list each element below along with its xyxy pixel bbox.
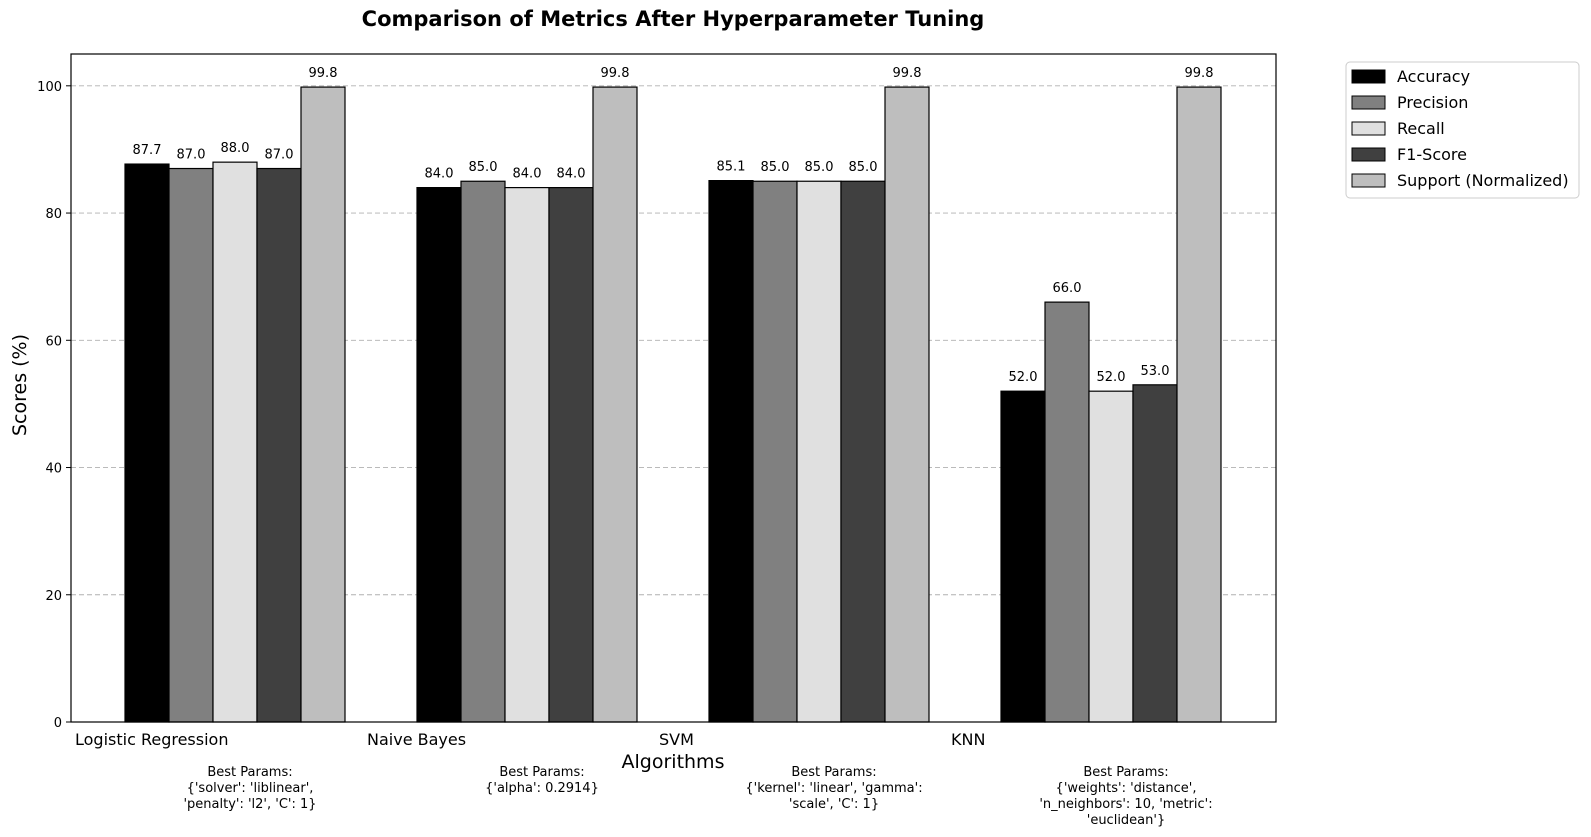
legend-box bbox=[1345, 61, 1580, 199]
data-label: 99.8 bbox=[601, 66, 630, 81]
bar-support-normalized-0 bbox=[300, 86, 346, 723]
legend-swatch bbox=[1351, 95, 1386, 110]
best-params-line: {'solver': 'liblinear', bbox=[187, 781, 314, 796]
bar-precision-2 bbox=[752, 180, 798, 723]
bar-f1-score-1 bbox=[548, 187, 594, 723]
best-params-line: 'euclidean'} bbox=[1087, 813, 1165, 828]
x-tick-label: KNN bbox=[951, 730, 985, 749]
bar-recall-1 bbox=[504, 187, 550, 723]
data-label: 85.0 bbox=[761, 160, 790, 175]
bar-support-normalized-2 bbox=[884, 86, 930, 723]
bar-support-normalized-3 bbox=[1176, 86, 1222, 723]
data-label: 66.0 bbox=[1053, 281, 1082, 296]
chart-title: Comparison of Metrics After Hyperparamet… bbox=[362, 7, 985, 31]
bar-support-normalized-1 bbox=[592, 86, 638, 723]
bar-accuracy-3 bbox=[1000, 390, 1046, 723]
legend: Accuracy Precision Recall F1-Score Support (… bbox=[1345, 61, 1580, 199]
y-tick-label: 20 bbox=[45, 589, 62, 604]
x-tick-label: Naive Bayes bbox=[367, 730, 466, 749]
bar-precision-0 bbox=[168, 167, 214, 723]
bar-accuracy-1 bbox=[416, 187, 462, 723]
y-tick-label: 40 bbox=[45, 462, 62, 477]
legend-swatch bbox=[1351, 147, 1386, 162]
best-params-annotations: Best Params:{'solver': 'liblinear','pena… bbox=[183, 765, 1212, 828]
data-label: 85.0 bbox=[805, 160, 834, 175]
x-tick-label: SVM bbox=[659, 730, 694, 749]
legend-entry: Precision bbox=[1397, 93, 1468, 112]
best-params-line: Best Params: bbox=[207, 765, 292, 780]
legend-swatch bbox=[1351, 173, 1386, 188]
data-label: 84.0 bbox=[513, 167, 542, 182]
best-params-line: {'weights': 'distance', bbox=[1056, 781, 1197, 796]
data-label: 99.8 bbox=[1185, 66, 1214, 81]
y-tick-label: 80 bbox=[45, 207, 62, 222]
bar-recall-3 bbox=[1088, 390, 1134, 723]
data-label: 85.0 bbox=[469, 160, 498, 175]
legend-entry: F1-Score bbox=[1397, 145, 1467, 164]
bars bbox=[124, 86, 1222, 723]
best-params-line: {'alpha': 0.2914} bbox=[485, 781, 599, 796]
data-label: 87.0 bbox=[177, 148, 206, 163]
best-params-line: {'kernel': 'linear', 'gamma': bbox=[745, 781, 922, 796]
best-params-line: 'penalty': 'l2', 'C': 1} bbox=[183, 797, 316, 812]
plot-frame bbox=[70, 53, 1277, 723]
data-label: 52.0 bbox=[1097, 370, 1126, 385]
legend-swatch bbox=[1351, 121, 1386, 136]
data-label: 85.0 bbox=[849, 160, 878, 175]
best-params-line: Best Params: bbox=[791, 765, 876, 780]
x-axis-ticks: Logistic Regression Naive Bayes SVM KNN bbox=[75, 730, 985, 749]
y-tick-label: 60 bbox=[45, 334, 62, 349]
legend-entry: Recall bbox=[1397, 119, 1445, 138]
y-tick-label: 100 bbox=[37, 80, 62, 95]
data-label: 99.8 bbox=[893, 66, 922, 81]
data-label: 87.7 bbox=[133, 143, 162, 158]
data-label: 84.0 bbox=[425, 167, 454, 182]
y-axis-ticks: 0 20 40 60 80 100 bbox=[37, 80, 71, 731]
bar-accuracy-2 bbox=[708, 180, 754, 723]
data-label: 87.0 bbox=[265, 148, 294, 163]
bar-f1-score-0 bbox=[256, 167, 302, 723]
bar-f1-score-2 bbox=[840, 180, 886, 723]
data-label: 85.1 bbox=[717, 160, 746, 175]
legend-entry: Support (Normalized) bbox=[1397, 171, 1569, 190]
best-params-line: Best Params: bbox=[499, 765, 584, 780]
bar-accuracy-0 bbox=[124, 163, 170, 723]
x-tick-label: Logistic Regression bbox=[75, 730, 228, 749]
bar-precision-1 bbox=[460, 180, 506, 723]
data-labels: 87.7 87.0 88.0 87.0 99.8 84.0 85.0 84.0 84.0 99.8… bbox=[133, 66, 1214, 385]
legend-entry: Accuracy bbox=[1397, 67, 1470, 86]
data-label: 53.0 bbox=[1141, 364, 1170, 379]
y-axis-label: Scores (%) bbox=[9, 334, 31, 436]
data-label: 88.0 bbox=[221, 141, 250, 156]
bar-f1-score-3 bbox=[1132, 384, 1178, 723]
bar-recall-2 bbox=[796, 180, 842, 723]
bar-precision-3 bbox=[1044, 301, 1090, 723]
data-label: 52.0 bbox=[1009, 370, 1038, 385]
legend-swatch bbox=[1351, 69, 1386, 84]
x-axis-label: Algorithms bbox=[622, 751, 725, 773]
best-params-line: 'n_neighbors': 10, 'metric': bbox=[1039, 797, 1212, 812]
y-tick-label: 0 bbox=[54, 716, 62, 731]
best-params-line: Best Params: bbox=[1083, 765, 1168, 780]
best-params-line: 'scale', 'C': 1} bbox=[789, 797, 879, 812]
bar-recall-0 bbox=[212, 161, 258, 723]
data-label: 99.8 bbox=[309, 66, 338, 81]
data-label: 84.0 bbox=[557, 167, 586, 182]
